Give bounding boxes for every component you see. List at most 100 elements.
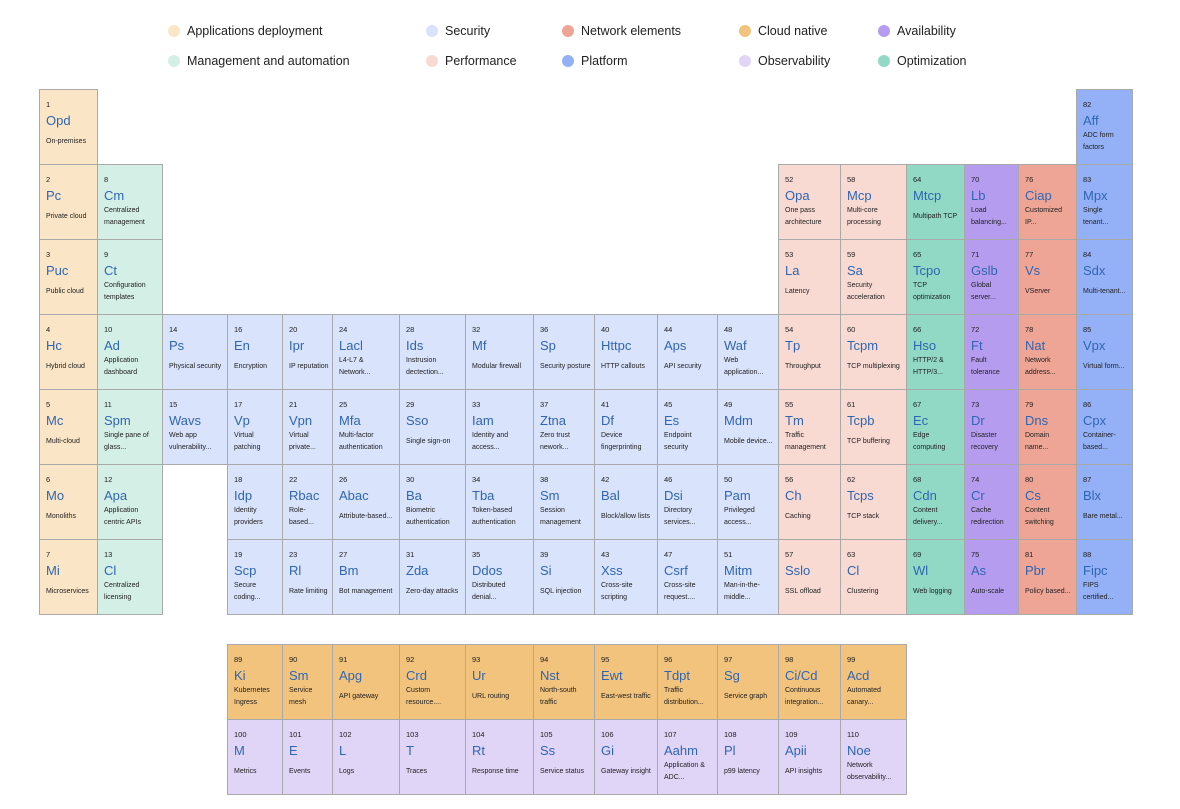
element-cell-hso: 66 Hso HTTP/2 & HTTP/3... bbox=[906, 314, 965, 390]
element-name: Instrusion dectection... bbox=[406, 357, 444, 376]
element-number: 83 bbox=[1083, 175, 1092, 184]
element-number: 69 bbox=[913, 550, 922, 559]
element-name: Logs bbox=[339, 768, 355, 775]
element-symbol: Rbac bbox=[289, 488, 320, 503]
element-symbol: Cl bbox=[847, 563, 860, 578]
element-symbol: Spm bbox=[104, 413, 131, 428]
element-symbol: Iam bbox=[472, 413, 494, 428]
element-cell-cpx: 86 Cpx Container-based... bbox=[1076, 389, 1133, 465]
element-cell-ec: 67 Ec Edge computing bbox=[906, 389, 965, 465]
element-symbol: Gi bbox=[601, 743, 614, 758]
element-name: Monoliths bbox=[46, 513, 76, 520]
element-name: Role-based... bbox=[289, 507, 314, 526]
element-cell-scp: 19 Scp Secure coding... bbox=[227, 539, 283, 615]
element-cell-si: 39 Si SQL injection bbox=[533, 539, 595, 615]
element-number: 30 bbox=[406, 475, 415, 484]
element-symbol: Sg bbox=[724, 668, 740, 683]
element-symbol: Noe bbox=[847, 743, 871, 758]
element-name: Single pane of glass... bbox=[104, 432, 149, 451]
element-cell-df: 41 Df Device fingerprinting bbox=[594, 389, 658, 465]
element-name: Edge computing bbox=[913, 432, 946, 451]
element-cell-apa: 12 Apa Application centric APIs bbox=[97, 464, 163, 540]
legend-item-mgmt: Management and automation bbox=[168, 54, 350, 68]
element-cell-lacl: 24 Lacl L4-L7 & Network... bbox=[332, 314, 400, 390]
element-name: Cross-site scripting bbox=[601, 582, 633, 601]
element-name: IP reputation bbox=[289, 363, 329, 370]
element-cell-vp: 17 Vp Virtual patching bbox=[227, 389, 283, 465]
element-number: 95 bbox=[601, 655, 610, 664]
element-name: Web logging bbox=[913, 588, 952, 595]
element-symbol: Sdx bbox=[1083, 263, 1106, 278]
element-symbol: Nat bbox=[1025, 338, 1046, 353]
element-symbol: Ss bbox=[540, 743, 556, 758]
element-name: Identity and access... bbox=[472, 432, 509, 451]
element-number: 81 bbox=[1025, 550, 1034, 559]
element-name: Automated canary... bbox=[847, 687, 881, 706]
element-cell-apii: 109 Apii API insights bbox=[778, 719, 841, 795]
element-cell-pl: 108 Pl p99 latency bbox=[717, 719, 779, 795]
element-cell-ci-cd: 98 Ci/Cd Continuous integration... bbox=[778, 644, 841, 720]
element-symbol: Cs bbox=[1025, 488, 1041, 503]
element-name: One pass architecture bbox=[785, 207, 822, 226]
element-cell-ddos: 35 Ddos Distributed denial... bbox=[465, 539, 534, 615]
element-symbol: Pam bbox=[724, 488, 751, 503]
element-cell-blx: 87 Blx Bare metal... bbox=[1076, 464, 1133, 540]
element-number: 37 bbox=[540, 400, 549, 409]
element-symbol: Tcps bbox=[847, 488, 874, 503]
element-name: TCP optimization bbox=[913, 282, 951, 301]
element-cell-mfa: 25 Mfa Multi-factor authentication bbox=[332, 389, 400, 465]
element-cell-opd: 1 Opd On-premises bbox=[39, 89, 98, 165]
element-symbol: L bbox=[339, 743, 347, 758]
element-name: HTTP callouts bbox=[601, 363, 645, 370]
element-symbol: Sp bbox=[540, 338, 556, 353]
element-cell-sa: 59 Sa Security acceleration bbox=[840, 239, 907, 315]
element-symbol: Ec bbox=[913, 413, 929, 428]
element-name: Virtual form... bbox=[1083, 363, 1125, 370]
element-symbol: Mtcp bbox=[913, 188, 942, 203]
element-name: Bare metal... bbox=[1083, 513, 1123, 520]
element-name: Mobile device... bbox=[724, 438, 773, 445]
element-name: Response time bbox=[472, 768, 519, 775]
element-symbol: Abac bbox=[339, 488, 369, 503]
element-symbol: Tba bbox=[472, 488, 495, 503]
legend-label: Applications deployment bbox=[187, 24, 323, 38]
element-symbol: Ewt bbox=[601, 668, 623, 683]
element-symbol: Hso bbox=[913, 338, 937, 353]
element-cell-ipr: 20 Ipr IP reputation bbox=[282, 314, 333, 390]
element-cell-wl: 69 Wl Web logging bbox=[906, 539, 965, 615]
element-number: 94 bbox=[540, 655, 549, 664]
element-symbol: Mfa bbox=[339, 413, 361, 428]
element-name: Custom resource.... bbox=[406, 687, 442, 706]
element-number: 40 bbox=[601, 325, 610, 334]
element-name: Man-in-the-middle... bbox=[724, 582, 760, 601]
element-number: 31 bbox=[406, 550, 415, 559]
element-symbol: Wl bbox=[913, 563, 929, 578]
element-name: East-west traffic bbox=[601, 693, 651, 700]
element-name: Traces bbox=[406, 768, 428, 775]
element-name: Service status bbox=[540, 768, 584, 775]
element-symbol: Dr bbox=[971, 413, 985, 428]
element-symbol: Cr bbox=[971, 488, 985, 503]
element-number: 85 bbox=[1083, 325, 1092, 334]
element-number: 47 bbox=[664, 550, 673, 559]
element-name: Attribute-based... bbox=[339, 513, 393, 520]
legend-item-net: Network elements bbox=[562, 24, 681, 38]
element-cell-tcps: 62 Tcps TCP stack bbox=[840, 464, 907, 540]
element-cell-ba: 30 Ba Biometric authentication bbox=[399, 464, 466, 540]
element-symbol: Ur bbox=[472, 668, 486, 683]
element-symbol: La bbox=[785, 263, 800, 278]
element-number: 91 bbox=[339, 655, 348, 664]
element-cell-lb: 70 Lb Load balancing... bbox=[964, 164, 1019, 240]
element-cell-dr: 73 Dr Disaster recovery bbox=[964, 389, 1019, 465]
element-cell-as: 75 As Auto-scale bbox=[964, 539, 1019, 615]
element-cell-abac: 26 Abac Attribute-based... bbox=[332, 464, 400, 540]
element-name: Traffic management bbox=[785, 432, 826, 451]
element-number: 79 bbox=[1025, 400, 1034, 409]
element-symbol: Vpn bbox=[289, 413, 313, 428]
element-symbol: Ciap bbox=[1025, 188, 1052, 203]
element-name: Metrics bbox=[234, 768, 257, 775]
element-cell-mdm: 49 Mdm Mobile device... bbox=[717, 389, 779, 465]
element-symbol: Ba bbox=[406, 488, 422, 503]
element-cell-tba: 34 Tba Token-based authentication bbox=[465, 464, 534, 540]
element-cell-wavs: 15 Wavs Web app vulnerability... bbox=[162, 389, 228, 465]
